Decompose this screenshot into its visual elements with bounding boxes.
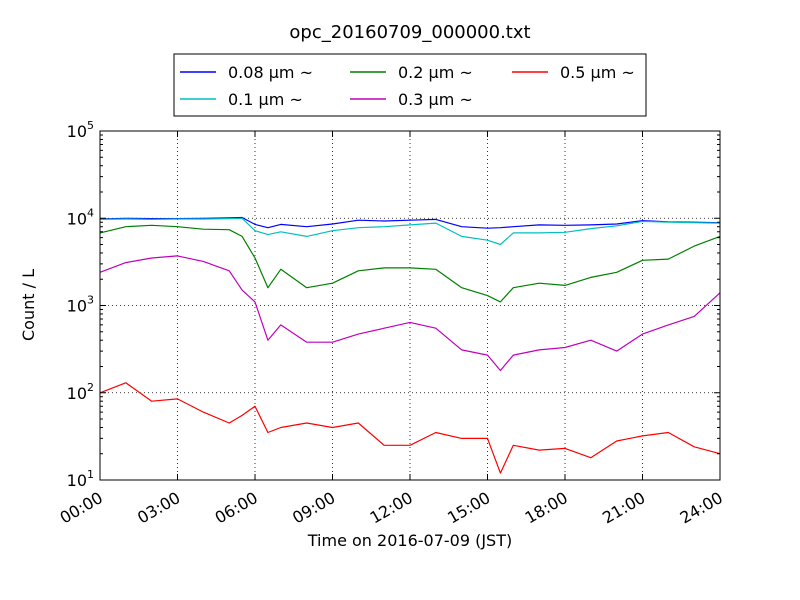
legend-frame (173, 53, 647, 117)
series-line-4 (99, 255, 721, 372)
axis-ticks (99, 130, 721, 481)
series-line-3 (99, 224, 721, 303)
chart-title: opc_20160709_000000.txt (289, 22, 530, 43)
x-tick-label: 12:00 (367, 488, 416, 528)
series-line-1 (99, 216, 721, 229)
y-tick-label: 101 (67, 468, 94, 490)
legend-label: 0.08 µm ~ (228, 63, 313, 82)
legend-label: 0.2 µm ~ (398, 63, 473, 82)
series-line-2 (99, 217, 721, 246)
y-tick-exponent: 4 (87, 206, 94, 219)
y-tick-base: 10 (67, 297, 87, 316)
legend: 0.08 µm ~ 0.1 µm ~ 0.2 µm ~ 0.3 µm ~ 0.5 µm … (173, 53, 647, 117)
legend-label: 0.5 µm ~ (560, 63, 635, 82)
y-tick-base: 10 (67, 471, 87, 490)
x-tick-label: 18:00 (522, 488, 571, 528)
y-tick-label: 102 (67, 381, 94, 403)
x-tick-label: 03:00 (134, 488, 183, 528)
x-tick-label: 24:00 (677, 488, 726, 528)
legend-label: 0.1 µm ~ (228, 90, 303, 109)
y-tick-label: 103 (67, 294, 94, 316)
x-axis-label: Time on 2016-07-09 (JST) (307, 531, 512, 550)
series-line-5 (99, 382, 721, 474)
y-axis-label: Count / L (19, 269, 38, 341)
grid-lines (100, 131, 720, 480)
x-tick-label: 00:00 (57, 488, 106, 528)
y-tick-label: 105 (67, 119, 94, 141)
x-tick-label: 21:00 (599, 488, 648, 528)
x-tick-label: 09:00 (289, 488, 338, 528)
y-tick-label: 104 (67, 206, 94, 228)
y-tick-exponent: 2 (87, 381, 94, 394)
x-tick-label: 06:00 (212, 488, 261, 528)
y-tick-exponent: 5 (87, 119, 94, 132)
y-tick-base: 10 (67, 209, 87, 228)
x-axis-tick-labels: 00:00 03:00 06:00 09:00 12:00 15:00 18:00 21:00… (57, 488, 726, 528)
legend-label: 0.3 µm ~ (398, 90, 473, 109)
y-tick-base: 10 (67, 384, 87, 403)
y-tick-exponent: 1 (87, 468, 94, 481)
series-lines (99, 216, 721, 474)
x-tick-label: 15:00 (444, 488, 493, 528)
y-tick-base: 10 (67, 122, 87, 141)
y-tick-exponent: 3 (87, 294, 94, 307)
